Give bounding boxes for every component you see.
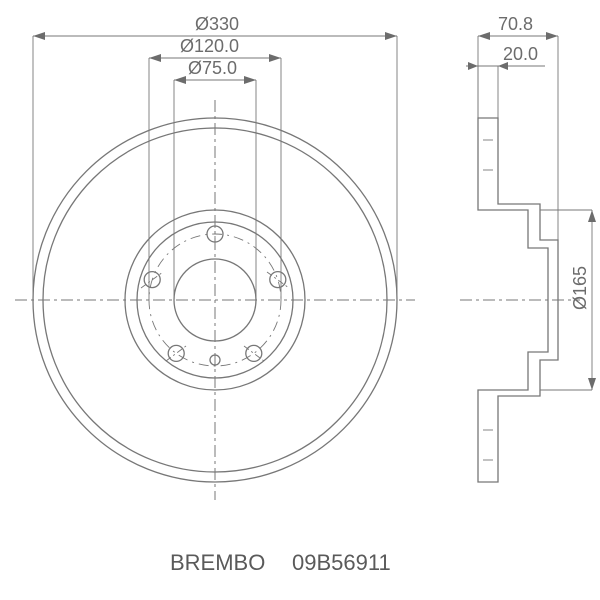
drawing-canvas: Ø330 Ø120.0 Ø75.0 70.8 20.0 bbox=[0, 0, 600, 600]
technical-drawing: Ø330 Ø120.0 Ø75.0 70.8 20.0 bbox=[0, 0, 600, 600]
dim-text: Ø165 bbox=[570, 266, 590, 310]
dim-text: 70.8 bbox=[498, 14, 533, 34]
brand-label: BREMBO bbox=[170, 550, 265, 575]
dim-text: 20.0 bbox=[503, 44, 538, 64]
dim-text: Ø120.0 bbox=[180, 36, 239, 56]
dim-text: Ø75.0 bbox=[188, 58, 237, 78]
dim-text: Ø330 bbox=[195, 14, 239, 34]
part-number: 09B56911 bbox=[292, 550, 391, 575]
side-view bbox=[460, 118, 580, 482]
front-view bbox=[15, 100, 415, 500]
